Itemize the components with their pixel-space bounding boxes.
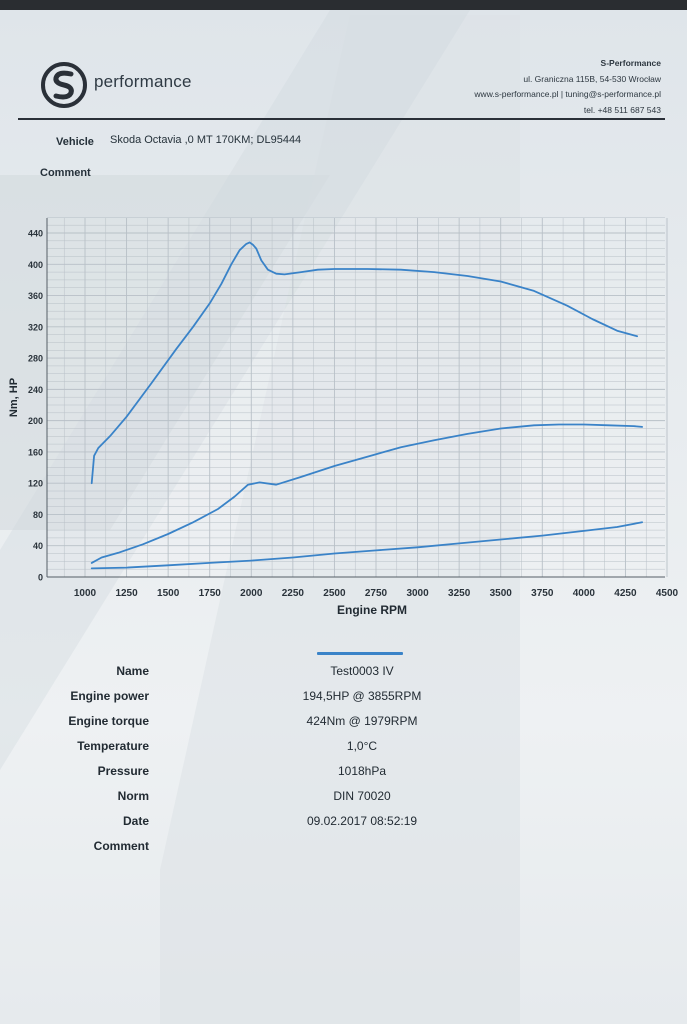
x-axis-title: Engine RPM [337, 603, 407, 617]
vehicle-value: Skoda Octavia ,0 MT 170KM; DL95444 [110, 134, 302, 146]
info-row: Engine power 194,5HP @ 3855RPM [0, 689, 687, 709]
x-tick-label: 3750 [531, 588, 554, 599]
info-label: Date [122, 814, 149, 828]
dyno-chart: 0 40 80 120 160 200 240 280 320 360 400 440 1000 1250… [8, 217, 679, 617]
y-tick-label: 120 [28, 479, 43, 489]
x-tick-label: 3500 [490, 588, 513, 599]
x-tick-label: 4000 [573, 588, 596, 599]
y-tick-label: 320 [28, 322, 43, 332]
info-label: Temperature [77, 739, 149, 753]
comment-label: Comment [40, 167, 91, 179]
company-web: www.s-performance.pl | tuning@s-performa… [474, 89, 661, 99]
company-address: ul. Graniczna 115B, 54-530 Wrocław [523, 73, 661, 84]
info-row: Temperature 1,0°C [0, 739, 687, 759]
plot-area [47, 218, 665, 577]
x-tick-label: 4500 [656, 588, 679, 599]
info-label: Norm [117, 789, 149, 803]
y-tick-label: 280 [28, 354, 43, 364]
y-tick-label: 160 [28, 447, 43, 457]
x-tick-label: 2000 [240, 588, 263, 599]
info-label: Engine torque [68, 714, 149, 728]
brand-name: performance [94, 72, 192, 91]
contact-block: S-Performance ul. Graniczna 115B, 54-530… [474, 56, 661, 118]
info-value: 194,5HP @ 3855RPM [302, 689, 422, 703]
x-tick-label: 1000 [74, 588, 97, 599]
y-tick-label: 40 [33, 541, 43, 551]
info-value: 1018hPa [337, 764, 387, 778]
info-value: 424Nm @ 1979RPM [306, 714, 418, 728]
info-value: DIN 70020 [333, 789, 391, 803]
dyno-report-sheet: performance S-Performance ul. Graniczna … [0, 10, 687, 1024]
vehicle-label: Vehicle [56, 136, 94, 148]
info-value: Test0003 IV [330, 664, 394, 678]
y-tick-label: 440 [28, 229, 43, 239]
series-line-1 [90, 241, 638, 485]
info-value: 09.02.2017 08:52:19 [306, 814, 418, 828]
y-tick-label: 80 [33, 510, 43, 520]
series-line-3 [90, 521, 643, 570]
x-tick-label: 4250 [614, 588, 637, 599]
x-tick-label: 2750 [365, 588, 388, 599]
info-row: Name Test0003 IV [0, 664, 687, 684]
info-label: Name [116, 664, 149, 678]
legend-line [317, 652, 403, 655]
company-phone: tel. +48 511 687 543 [583, 104, 661, 115]
y-tick-label: 0 [38, 573, 43, 583]
background-strip [0, 0, 687, 12]
info-label: Comment [93, 839, 149, 853]
series-line-2 [90, 423, 643, 564]
info-row: Comment [0, 839, 687, 859]
info-label: Pressure [97, 764, 149, 778]
s-performance-logo-icon [41, 62, 87, 108]
x-tick-label: 1250 [115, 588, 138, 599]
info-row: Pressure 1018hPa [0, 764, 687, 784]
info-row: Date 09.02.2017 08:52:19 [0, 814, 687, 834]
x-tick-label: 3000 [406, 588, 429, 599]
y-tick-label: 200 [28, 416, 43, 426]
y-tick-label: 240 [28, 385, 43, 395]
info-row: Engine torque 424Nm @ 1979RPM [0, 714, 687, 734]
company-name: S-Performance [600, 58, 661, 68]
x-tick-label: 2250 [282, 588, 305, 599]
x-tick-label: 2500 [323, 588, 346, 599]
x-tick-label: 1750 [199, 588, 222, 599]
info-label: Engine power [70, 689, 149, 703]
x-tick-label: 3250 [448, 588, 471, 599]
info-value: 1,0°C [346, 739, 378, 753]
y-tick-label: 400 [28, 260, 43, 270]
header-divider [18, 118, 665, 120]
info-row: Norm DIN 70020 [0, 789, 687, 809]
y-axis-title: Nm, HP [8, 378, 20, 417]
x-tick-label: 1500 [157, 588, 180, 599]
y-tick-label: 360 [28, 291, 43, 301]
